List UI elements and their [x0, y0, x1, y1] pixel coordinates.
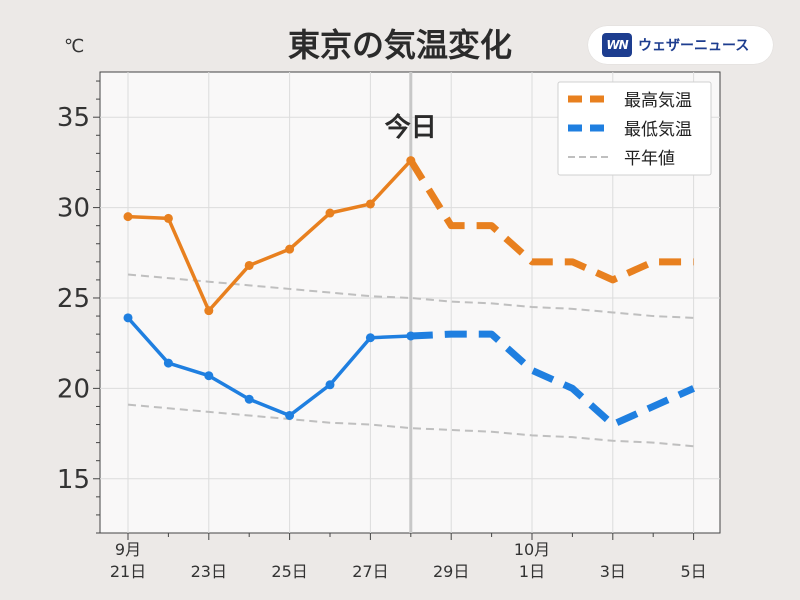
legend-label: 最高気温	[624, 91, 692, 111]
logo-mark: WN	[602, 33, 632, 57]
observed-line-high	[127, 159, 413, 313]
normal-line-normal_high	[127, 273, 694, 319]
forecast-line-high	[407, 158, 694, 284]
forecast-line-low	[410, 330, 696, 429]
data-point-high	[204, 306, 214, 316]
data-point-low	[365, 333, 375, 343]
weathernews-logo: WN ウェザーニュース	[588, 26, 773, 64]
data-point-high	[406, 156, 416, 166]
data-point-high	[285, 244, 295, 254]
y-tick-label: 30	[57, 194, 90, 224]
logo-text: ウェザーニュース	[638, 38, 750, 54]
data-point-low	[163, 358, 173, 368]
data-point-low	[123, 313, 133, 323]
legend-label: 最低気温	[624, 120, 692, 140]
legend-box	[557, 81, 712, 176]
x-tick-label: 21日	[110, 562, 146, 581]
data-point-low	[285, 410, 295, 420]
x-tick-label: 23日	[191, 562, 227, 581]
y-tick-label: 15	[57, 465, 90, 495]
x-tick-month-label: 9月	[115, 540, 141, 559]
x-tick-label: 5日	[681, 562, 707, 581]
data-point-low	[406, 331, 416, 341]
data-point-high	[163, 213, 173, 223]
data-point-low	[325, 380, 335, 390]
y-tick-label: 35	[57, 103, 90, 133]
y-tick-label: 20	[57, 374, 90, 404]
y-tick-label: 25	[57, 284, 90, 314]
today-label: 今日	[385, 112, 437, 143]
x-tick-label: 3日	[600, 562, 626, 581]
y-axis-unit: ℃	[64, 36, 84, 57]
x-tick-label: 27日	[352, 562, 388, 581]
data-point-high	[365, 199, 375, 209]
data-point-low	[244, 394, 254, 404]
plot-area: 15 20 25 30 35 9月 21日 23日 25日 27日 29日 10月 1日 3日 5日 今日 最高…	[57, 71, 721, 581]
x-tick-month-label: 10月	[514, 540, 550, 559]
normal-line-normal_low	[127, 403, 694, 448]
x-tick-label: 1日	[519, 562, 545, 581]
data-point-low	[204, 371, 214, 381]
data-point-high	[123, 212, 133, 222]
legend-label: 平年値	[624, 149, 675, 169]
chart-title: 東京の気温変化	[288, 26, 512, 64]
data-point-high	[244, 260, 254, 270]
x-tick-label: 29日	[433, 562, 469, 581]
data-point-high	[325, 208, 335, 218]
observed-line-low	[126, 316, 411, 418]
x-tick-label: 25日	[271, 562, 307, 581]
